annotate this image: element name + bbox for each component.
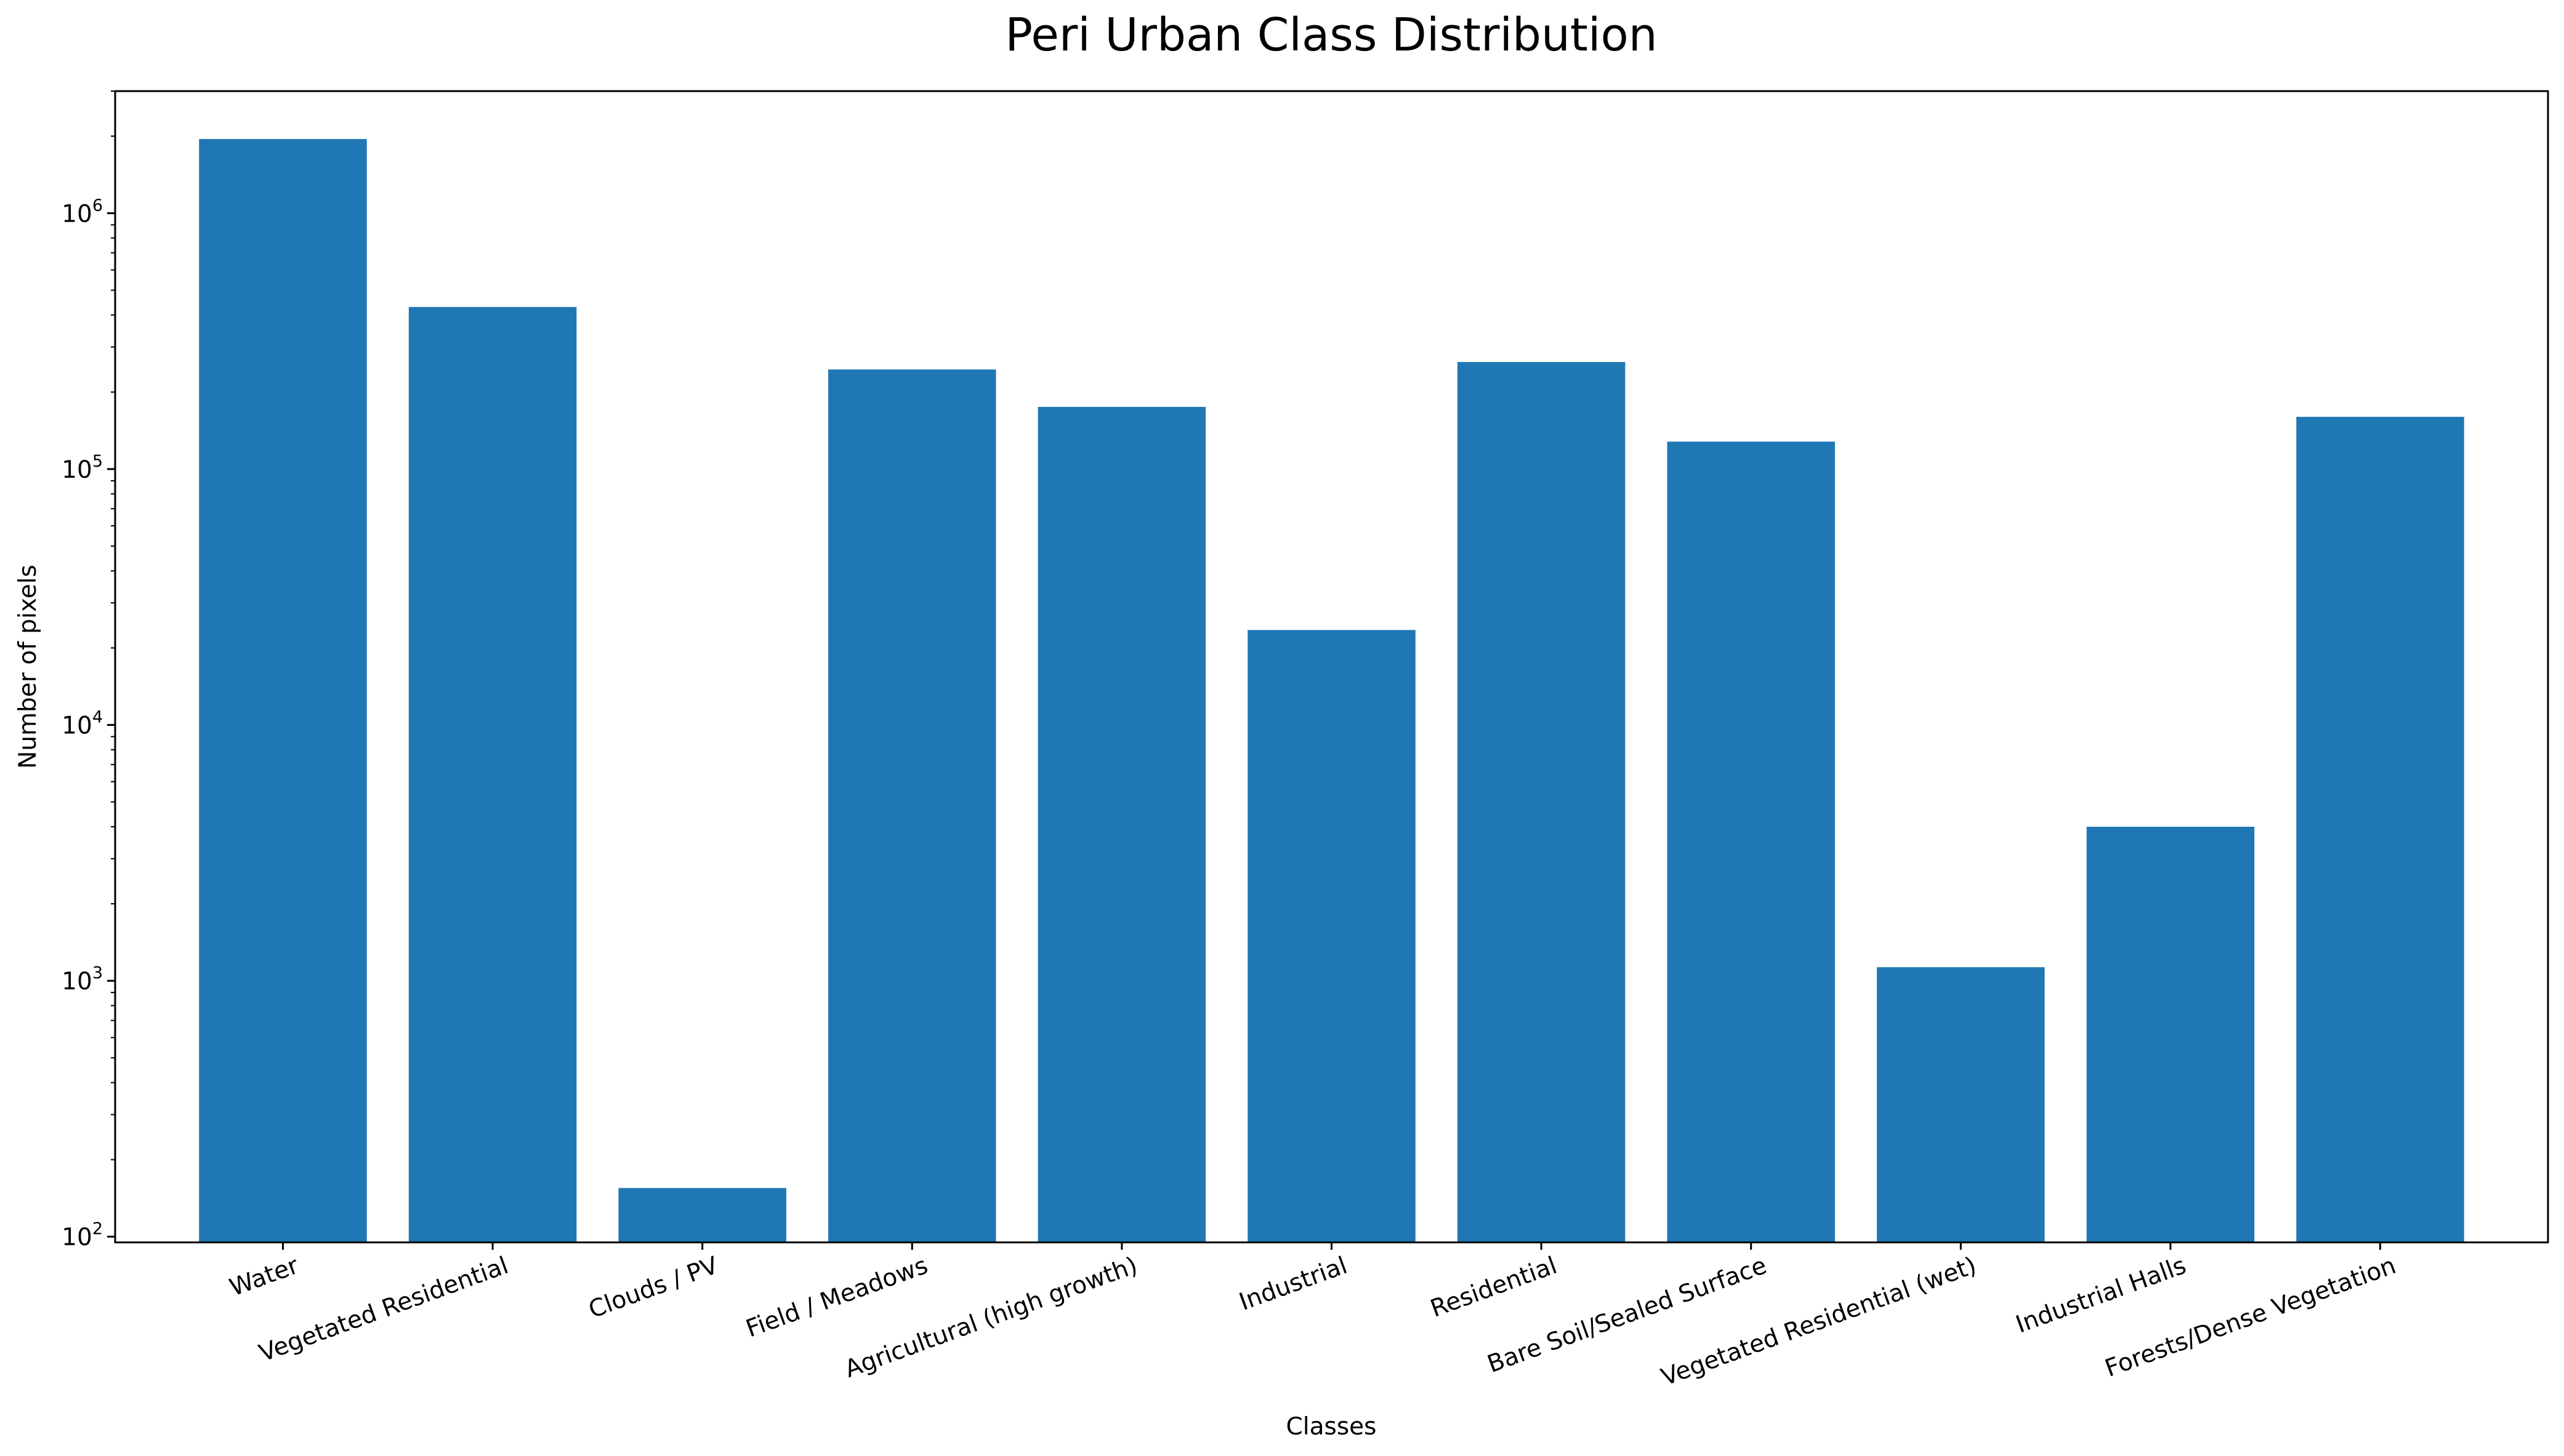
chart-title: Peri Urban Class Distribution — [1005, 9, 1657, 62]
bar-6 — [1457, 362, 1626, 1243]
y-tick-label: 102 — [62, 1220, 103, 1252]
x-tick-label: Industrial — [1236, 1252, 1351, 1316]
y-tick-label: 104 — [62, 708, 103, 740]
bar-1 — [408, 307, 577, 1242]
bar-3 — [828, 369, 996, 1243]
x-axis-label: Classes — [1286, 1413, 1377, 1441]
y-axis-ticks: 102 103 104 105 106 — [62, 90, 115, 1252]
bar-0 — [199, 139, 367, 1243]
bar-8 — [1877, 967, 2045, 1242]
y-tick-label: 106 — [62, 196, 103, 228]
x-tick-label: Field / Meadows — [743, 1252, 932, 1343]
x-tick-label: Residential — [1427, 1252, 1560, 1323]
y-tick-label: 103 — [62, 963, 103, 995]
bar-4 — [1038, 406, 1206, 1242]
bars-group — [199, 139, 2464, 1243]
x-tick-label: Clouds / PV — [585, 1252, 722, 1324]
bar-5 — [1248, 630, 1416, 1242]
bar-10 — [2296, 417, 2464, 1243]
x-tick-label: Water — [226, 1252, 303, 1302]
x-tick-label: Industrial Halls — [2012, 1252, 2190, 1339]
plot-frame — [114, 90, 2549, 1244]
bar-2 — [618, 1188, 786, 1242]
bar-7 — [1667, 441, 1835, 1242]
bar-9 — [2086, 826, 2255, 1242]
y-tick-label: 105 — [62, 452, 103, 484]
y-axis-label: Number of pixels — [14, 565, 42, 769]
